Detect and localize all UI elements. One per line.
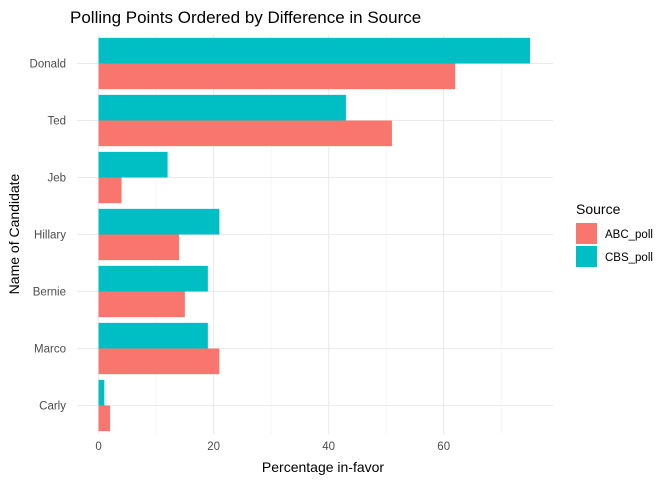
y-tick-label: Marco: [34, 344, 66, 356]
bar-cbs-poll-marco: [98, 322, 208, 349]
bar-cbs-poll-jeb: [98, 151, 168, 178]
x-tick-label: 40: [322, 441, 335, 453]
legend-entries: ABC_poll CBS_poll: [576, 223, 653, 267]
bar-abc-poll-jeb: [98, 177, 122, 204]
legend-label: CBS_poll: [605, 252, 653, 264]
legend: Source ABC_poll CBS_poll: [576, 201, 653, 267]
legend-key: [576, 223, 597, 244]
y-tick-label: Ted: [47, 116, 66, 128]
bar-cbs-poll-hillary: [98, 208, 220, 235]
bar-cbs-poll-donald: [98, 37, 530, 64]
chart-title: Polling Points Ordered by Difference in …: [70, 8, 421, 27]
y-tick-label: Bernie: [33, 287, 66, 299]
bar-cbs-poll-carly: [98, 379, 105, 406]
x-tick-labels: 0 20 40 60: [95, 441, 450, 453]
x-tick-label: 20: [207, 441, 220, 453]
x-axis-label: Percentage in-favor: [262, 459, 385, 475]
bars: [98, 37, 530, 432]
y-tick-label: Donald: [30, 59, 66, 71]
bar-abc-poll-ted: [98, 120, 392, 147]
bar-abc-poll-donald: [98, 63, 456, 90]
legend-key: [576, 246, 597, 267]
y-tick-label: Jeb: [47, 173, 66, 185]
y-tick-label: Carly: [39, 401, 66, 413]
y-axis-label: Name of Candidate: [6, 173, 22, 294]
bar-cbs-poll-ted: [98, 94, 346, 121]
legend-title: Source: [576, 201, 621, 217]
bar-cbs-poll-bernie: [98, 265, 208, 292]
bar-abc-poll-marco: [98, 348, 220, 375]
x-tick-label: 0: [95, 441, 101, 453]
bar-abc-poll-hillary: [98, 234, 180, 261]
legend-label: ABC_poll: [605, 229, 653, 241]
y-tick-labels: Donald Ted Jeb Hillary Bernie Marco Carly: [30, 59, 67, 413]
bar-abc-poll-carly: [98, 405, 111, 432]
y-tick-label: Hillary: [34, 230, 66, 242]
bar-abc-poll-bernie: [98, 291, 185, 318]
x-tick-label: 60: [437, 441, 450, 453]
